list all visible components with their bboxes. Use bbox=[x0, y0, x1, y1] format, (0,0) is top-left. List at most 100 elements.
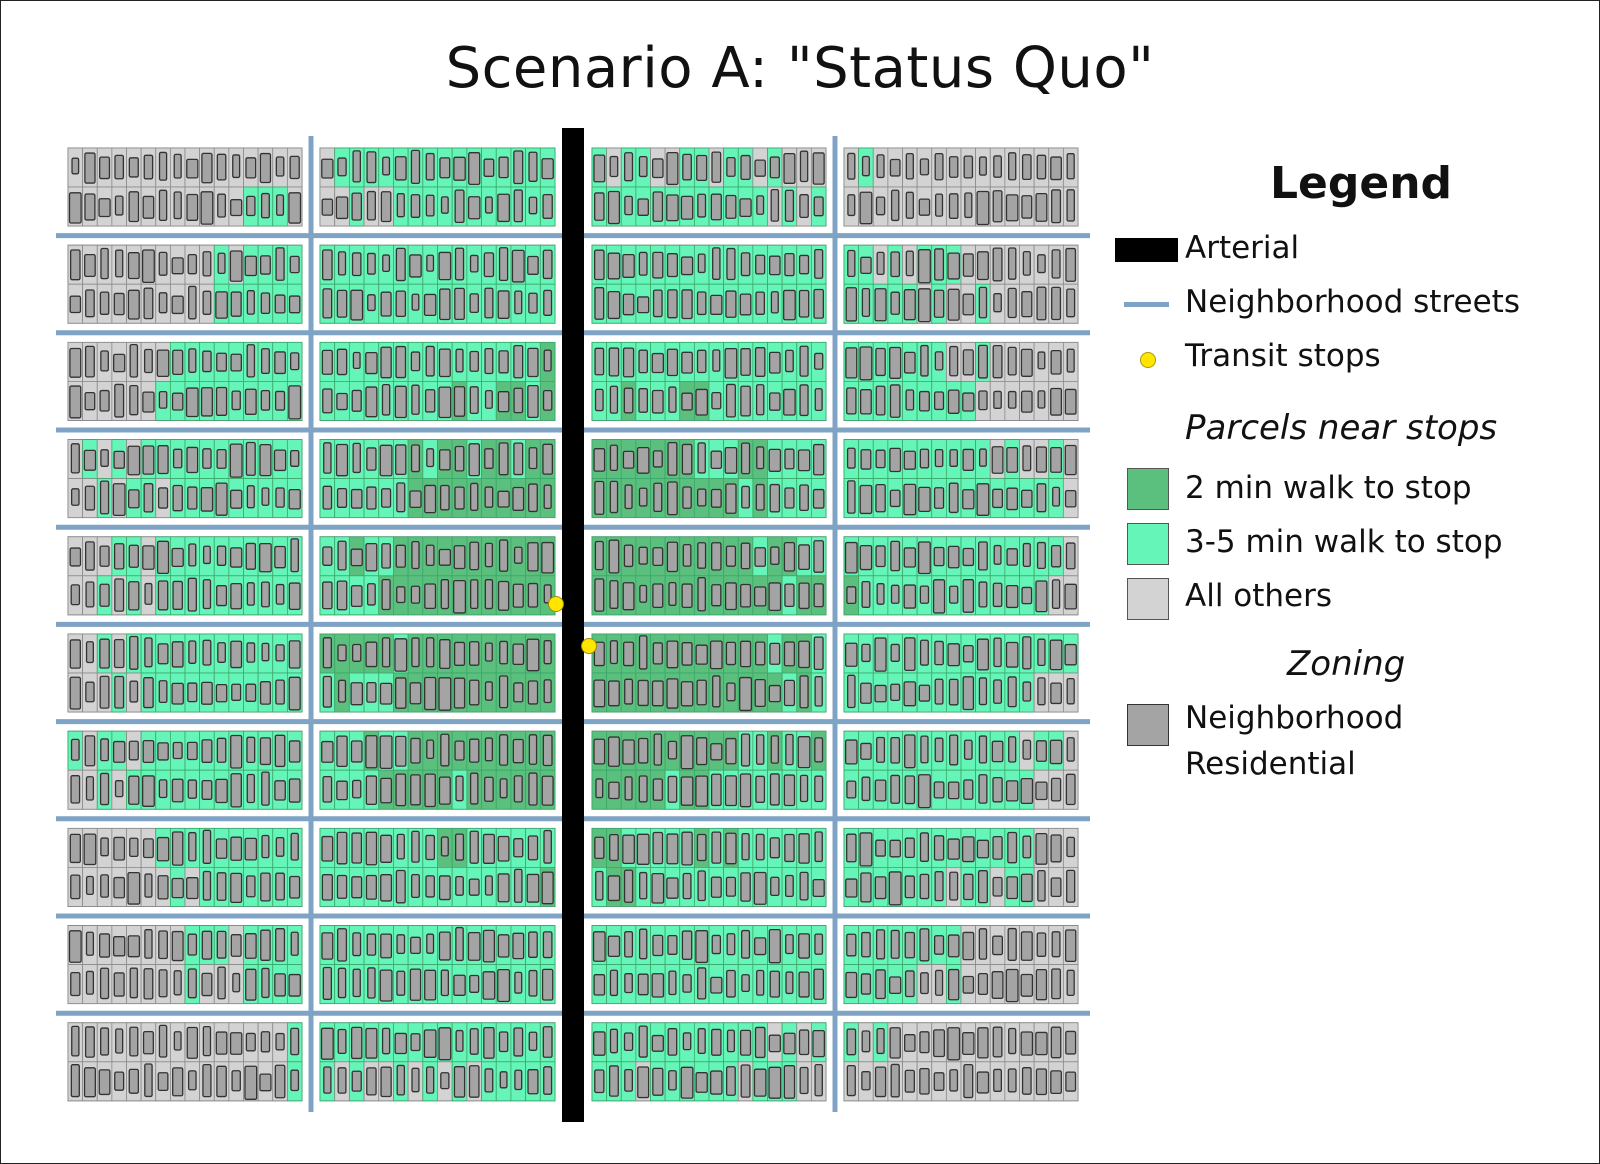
building-footprint bbox=[920, 972, 929, 995]
building-footprint bbox=[1020, 873, 1033, 903]
building-footprint bbox=[799, 1066, 809, 1095]
building-footprint bbox=[1021, 586, 1033, 605]
building-footprint bbox=[978, 774, 988, 804]
building-footprint bbox=[918, 390, 930, 412]
building-footprint bbox=[726, 247, 736, 281]
others-legend-label: All others bbox=[1185, 578, 1333, 614]
building-footprint bbox=[812, 152, 825, 185]
building-footprint bbox=[542, 443, 554, 475]
zoning-legend-label-2: Residential bbox=[1185, 746, 1356, 782]
building-footprint bbox=[454, 287, 465, 321]
building-footprint bbox=[593, 679, 606, 708]
building-footprint bbox=[638, 635, 648, 670]
building-footprint bbox=[70, 488, 80, 506]
building-footprint bbox=[410, 585, 421, 604]
building-footprint bbox=[185, 387, 199, 418]
building-footprint bbox=[725, 194, 737, 219]
building-footprint bbox=[890, 736, 901, 764]
building-footprint bbox=[112, 740, 126, 763]
building-footprint bbox=[651, 872, 665, 904]
building-footprint bbox=[609, 833, 619, 862]
building-footprint bbox=[783, 641, 796, 667]
building-footprint bbox=[275, 583, 285, 605]
building-footprint bbox=[366, 486, 377, 510]
building-footprint bbox=[594, 578, 605, 612]
building-footprint bbox=[651, 389, 664, 414]
building-footprint bbox=[231, 683, 242, 701]
building-footprint bbox=[622, 739, 635, 765]
building-footprint bbox=[410, 874, 420, 898]
building-footprint bbox=[769, 773, 780, 806]
building-footprint bbox=[769, 483, 781, 513]
building-footprint bbox=[244, 388, 257, 415]
building-footprint bbox=[593, 154, 606, 183]
building-footprint bbox=[172, 741, 183, 760]
building-footprint bbox=[904, 1069, 915, 1093]
building-footprint bbox=[1020, 931, 1033, 961]
building-footprint bbox=[216, 930, 227, 959]
building-footprint bbox=[158, 390, 168, 409]
building-footprint bbox=[172, 448, 183, 469]
walk35-legend-swatch bbox=[1127, 523, 1169, 565]
building-footprint bbox=[366, 447, 377, 471]
building-footprint bbox=[859, 544, 873, 571]
building-footprint bbox=[424, 484, 437, 514]
building-footprint bbox=[1065, 1030, 1077, 1055]
building-footprint bbox=[454, 247, 465, 281]
building-footprint bbox=[112, 483, 126, 517]
building-footprint bbox=[652, 1067, 664, 1096]
building-footprint bbox=[171, 930, 184, 962]
building-footprint bbox=[322, 485, 333, 510]
building-footprint bbox=[934, 678, 944, 705]
building-footprint bbox=[724, 347, 738, 379]
building-footprint bbox=[188, 640, 197, 664]
building-footprint bbox=[127, 252, 140, 280]
building-footprint bbox=[961, 836, 975, 863]
building-footprint bbox=[379, 969, 393, 1002]
building-footprint bbox=[874, 779, 887, 802]
building-footprint bbox=[1008, 736, 1017, 763]
arterial-legend-label: Arterial bbox=[1185, 230, 1300, 266]
building-footprint bbox=[322, 581, 333, 610]
building-footprint bbox=[129, 384, 139, 416]
building-footprint bbox=[594, 1069, 605, 1094]
building-footprint bbox=[1064, 643, 1077, 666]
building-footprint bbox=[592, 931, 606, 962]
transit-stop-icon bbox=[548, 596, 564, 612]
building-footprint bbox=[526, 873, 540, 903]
building-footprint bbox=[246, 736, 256, 764]
building-footprint bbox=[799, 194, 809, 219]
building-footprint bbox=[380, 933, 393, 959]
building-footprint bbox=[904, 1034, 916, 1052]
building-footprint bbox=[157, 487, 169, 509]
building-footprint bbox=[624, 931, 634, 958]
building-footprint bbox=[681, 930, 693, 960]
building-footprint bbox=[814, 831, 823, 863]
building-footprint bbox=[667, 740, 678, 760]
building-footprint bbox=[468, 679, 480, 706]
building-footprint bbox=[1035, 1031, 1048, 1056]
building-footprint bbox=[395, 345, 407, 379]
building-footprint bbox=[453, 641, 466, 666]
building-footprint bbox=[668, 581, 677, 606]
building-footprint bbox=[861, 580, 871, 608]
building-footprint bbox=[187, 682, 198, 703]
building-footprint bbox=[230, 872, 243, 904]
building-footprint bbox=[188, 832, 197, 862]
building-footprint bbox=[651, 973, 665, 998]
building-footprint bbox=[514, 971, 523, 994]
building-footprint bbox=[498, 156, 509, 179]
building-footprint bbox=[411, 541, 420, 570]
building-footprint bbox=[697, 870, 706, 902]
building-footprint bbox=[696, 833, 707, 862]
building-footprint bbox=[918, 486, 931, 512]
building-footprint bbox=[1022, 835, 1032, 859]
building-footprint bbox=[933, 1029, 946, 1058]
building-footprint bbox=[230, 291, 242, 317]
building-footprint bbox=[739, 293, 752, 316]
building-footprint bbox=[366, 151, 377, 184]
building-footprint bbox=[639, 871, 648, 900]
building-footprint bbox=[712, 349, 721, 372]
building-footprint bbox=[976, 1071, 990, 1094]
building-footprint bbox=[1050, 349, 1062, 375]
